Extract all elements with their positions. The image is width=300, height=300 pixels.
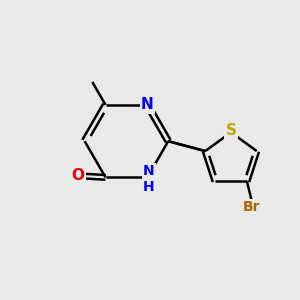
Text: S: S [226, 123, 236, 138]
Text: N
H: N H [143, 164, 154, 194]
Text: O: O [72, 168, 85, 183]
Text: N: N [141, 98, 154, 112]
Text: Br: Br [243, 200, 260, 214]
